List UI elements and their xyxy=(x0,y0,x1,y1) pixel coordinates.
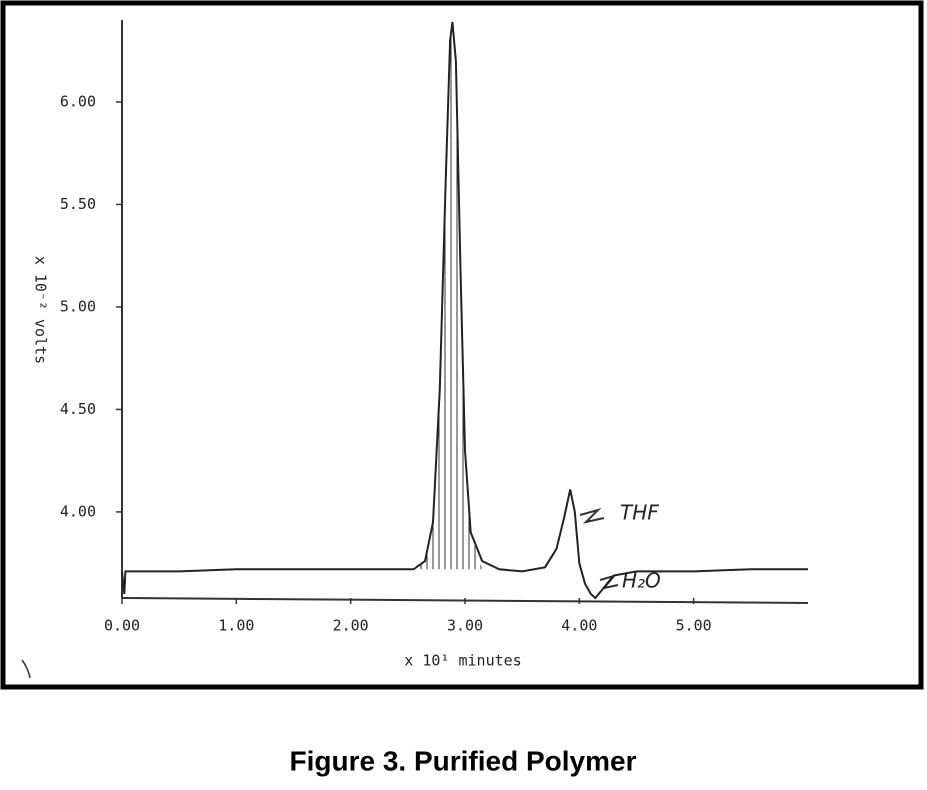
scan-mark xyxy=(21,659,31,679)
y-tick-label: 5.00 xyxy=(60,297,96,315)
peak-hatch xyxy=(413,22,483,570)
y-tick-label: 4.50 xyxy=(60,400,96,418)
x-tick-label: 3.00 xyxy=(447,617,483,635)
signal-line xyxy=(121,21,808,600)
x-axis-label: x 10¹ minutes xyxy=(404,652,521,670)
x-tick-label: 4.00 xyxy=(561,617,597,635)
annotation-arrow xyxy=(579,508,605,524)
annotation: THF xyxy=(620,501,659,525)
x-tick-label: 2.00 xyxy=(333,617,369,635)
caption: Figure 3. Purified Polymer xyxy=(290,745,637,776)
x-tick-label: 0.00 xyxy=(104,617,140,635)
x-tick-label: 1.00 xyxy=(218,617,254,635)
y-axis-label: x 10⁻² volts xyxy=(32,256,50,364)
annotation: H₂O xyxy=(622,569,661,593)
x-tick-label: 5.00 xyxy=(676,617,712,635)
y-tick-label: 5.50 xyxy=(60,195,96,213)
y-tick-label: 4.00 xyxy=(60,502,96,520)
y-tick-label: 6.00 xyxy=(60,92,96,110)
